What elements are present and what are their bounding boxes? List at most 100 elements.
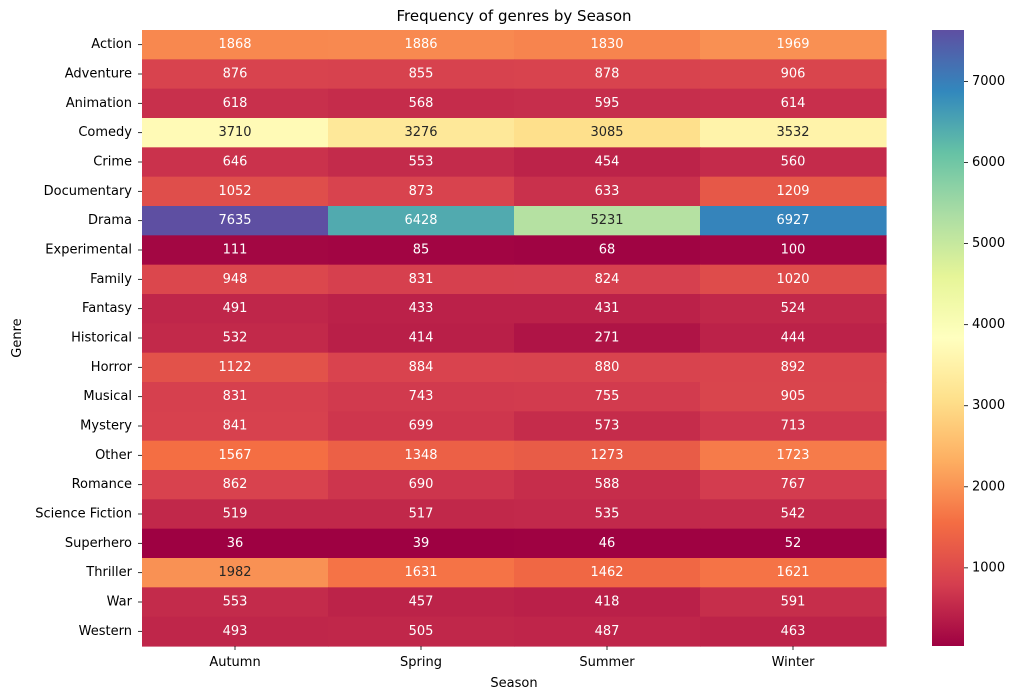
- colorbar-tick-label: 1000: [972, 560, 1005, 575]
- heatmap-cell: [328, 264, 515, 295]
- y-tick-label: Animation: [66, 96, 132, 111]
- heatmap-cell: [514, 88, 701, 119]
- heatmap-cell: [142, 616, 329, 647]
- cell-value-label: 505: [409, 624, 434, 639]
- heatmap-cell: [328, 206, 515, 236]
- heatmap-cell: [700, 147, 887, 178]
- cell-value-label: 517: [409, 507, 434, 522]
- heatmap-cell: [328, 294, 515, 324]
- heatmap-cell: [142, 411, 329, 442]
- heatmap-cell: [142, 440, 329, 471]
- heatmap-cell: [328, 558, 515, 588]
- cell-value-label: 6428: [404, 213, 437, 228]
- x-tick-label: Summer: [579, 655, 635, 670]
- heatmap-cell: [142, 30, 329, 60]
- colorbar-tick-label: 6000: [972, 155, 1005, 170]
- heatmap-cell: [328, 118, 515, 148]
- colorbar-tick-label: 5000: [972, 236, 1005, 251]
- cell-value-label: 595: [595, 96, 620, 111]
- heatmap-cell: [514, 147, 701, 178]
- cell-value-label: 52: [785, 536, 802, 551]
- heatmap-cell: [514, 470, 701, 500]
- cell-value-label: 1273: [590, 448, 623, 463]
- cell-value-label: 690: [409, 477, 434, 492]
- y-tick-label: Mystery: [80, 419, 132, 434]
- heatmap-cell: [328, 235, 515, 266]
- heatmap-cell: [700, 440, 887, 471]
- heatmap-cell: [514, 176, 701, 207]
- heatmap-cell: [514, 616, 701, 647]
- heatmap-cell: [700, 264, 887, 295]
- cell-value-label: 862: [223, 477, 248, 492]
- cell-value-label: 1052: [218, 184, 251, 199]
- heatmap-cell: [328, 30, 515, 60]
- cell-value-label: 46: [599, 536, 616, 551]
- cell-value-label: 755: [595, 389, 620, 404]
- heatmap-cell: [142, 294, 329, 324]
- cell-value-label: 876: [223, 67, 248, 82]
- heatmap-cell: [700, 411, 887, 442]
- cell-value-label: 463: [781, 624, 806, 639]
- cell-value-label: 884: [409, 360, 434, 375]
- cell-value-label: 906: [781, 67, 806, 82]
- heatmap-cell: [142, 176, 329, 207]
- cell-value-label: 524: [781, 301, 806, 316]
- heatmap-cell: [142, 558, 329, 588]
- cell-value-label: 414: [409, 331, 434, 346]
- heatmap-cell: [142, 206, 329, 236]
- cell-value-label: 3532: [776, 125, 809, 140]
- y-tick-label: Other: [95, 448, 133, 463]
- cell-value-label: 444: [781, 331, 806, 346]
- heatmap-cell: [328, 88, 515, 119]
- heatmap-cells: 1868 1886 1830 1969 876 855 878 906 618 568 595 614…: [142, 30, 887, 647]
- heatmap-cell: [514, 528, 701, 559]
- cell-value-label: 271: [595, 331, 620, 346]
- heatmap-cell: [514, 411, 701, 442]
- y-tick-label: Horror: [91, 360, 133, 375]
- y-tick-label: Superhero: [65, 536, 132, 551]
- heatmap-cell: [142, 528, 329, 559]
- cell-value-label: 831: [223, 389, 248, 404]
- x-tick-label: Autumn: [209, 655, 260, 670]
- heatmap-cell: [142, 499, 329, 530]
- cell-value-label: 873: [409, 184, 434, 199]
- x-tick-label: Spring: [400, 655, 442, 670]
- heatmap-cell: [142, 587, 329, 618]
- cell-value-label: 1122: [218, 360, 251, 375]
- cell-value-label: 532: [223, 331, 248, 346]
- cell-value-label: 588: [595, 477, 620, 492]
- heatmap-cell: [328, 616, 515, 647]
- cell-value-label: 1348: [404, 448, 437, 463]
- cell-value-label: 535: [595, 507, 620, 522]
- heatmap-cell: [142, 147, 329, 178]
- y-tick-label: Adventure: [65, 67, 132, 82]
- heatmap-cell: [142, 470, 329, 500]
- heatmap-cell: [328, 587, 515, 618]
- heatmap-cell: [514, 440, 701, 471]
- y-tick-label: Documentary: [44, 184, 133, 199]
- cell-value-label: 831: [409, 272, 434, 287]
- heatmap-cell: [142, 382, 329, 412]
- heatmap-cell: [514, 206, 701, 236]
- cell-value-label: 454: [595, 155, 620, 170]
- y-tick-label: Musical: [83, 389, 132, 404]
- heatmap-cell: [328, 323, 515, 354]
- heatmap-cell: [142, 323, 329, 354]
- heatmap-cell: [514, 59, 701, 90]
- heatmap-cell: [328, 411, 515, 442]
- heatmap-cell: [700, 352, 887, 383]
- y-tick-label: Drama: [88, 213, 132, 228]
- heatmap-cell: [142, 118, 329, 148]
- cell-value-label: 905: [781, 389, 806, 404]
- colorbar-tick-label: 2000: [972, 479, 1005, 494]
- colorbar-tick-label: 3000: [972, 398, 1005, 413]
- cell-value-label: 646: [223, 155, 248, 170]
- heatmap-cell: [142, 235, 329, 266]
- heatmap-cell: [700, 528, 887, 559]
- chart-title: Frequency of genres by Season: [397, 7, 632, 25]
- heatmap-cell: [700, 470, 887, 500]
- y-tick-label: Romance: [72, 477, 132, 492]
- heatmap-cell: [700, 235, 887, 266]
- heatmap-cell: [514, 323, 701, 354]
- cell-value-label: 699: [409, 419, 434, 434]
